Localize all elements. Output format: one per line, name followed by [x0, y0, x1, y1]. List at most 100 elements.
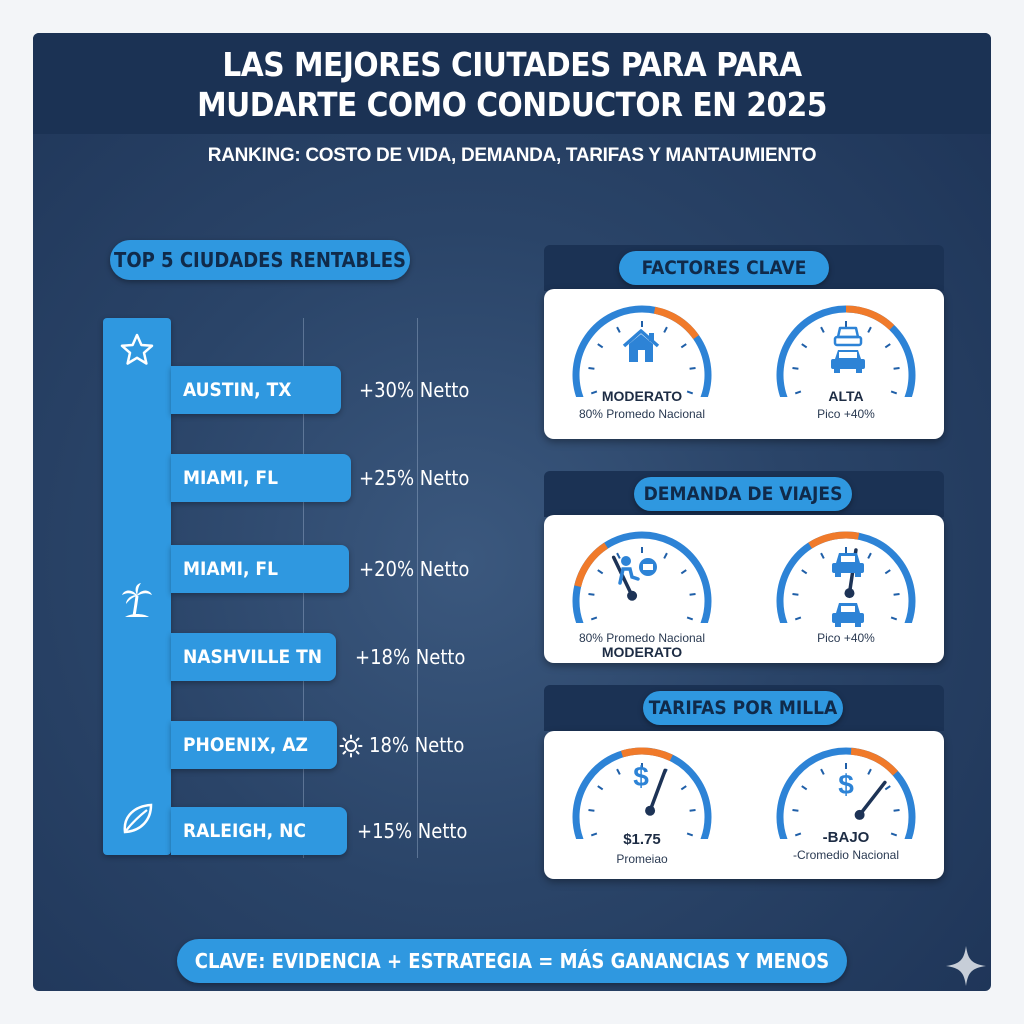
header-band: [33, 33, 991, 134]
city-name: NASHVILLE TN: [183, 646, 323, 668]
gauge-tick: [663, 552, 668, 559]
gauge-tick: [884, 343, 891, 349]
gauge-tick: [590, 390, 598, 395]
gauge-tick: [801, 343, 808, 349]
city-name: MIAMI, FL: [183, 467, 278, 489]
gauge-tick: [867, 552, 872, 559]
gauge-needle-hub: [627, 590, 638, 601]
gauge-value: ALTA: [828, 388, 864, 404]
factors-card: MODERATO 80% Promedo Nacional ALTA Pico …: [544, 289, 944, 439]
palm-tree-icon: [122, 583, 152, 617]
gauge-tick: [893, 366, 900, 370]
gauge-subtext: Pico +40%: [817, 407, 875, 421]
national-rate-gauge: [776, 747, 916, 839]
gauge-level-arc: [845, 305, 895, 331]
city-bar: NASHVILLE TN: [171, 633, 336, 681]
city-name: AUSTIN, TX: [183, 379, 292, 401]
gauge-tick: [893, 808, 900, 812]
gauge-tick: [890, 390, 898, 395]
city-bar: RALEIGH, NC: [171, 807, 347, 855]
gauge-tick: [820, 326, 825, 333]
gauge-tick: [686, 390, 694, 395]
gauge-track: [572, 531, 712, 623]
sun-icon: [339, 734, 363, 758]
footer-key-message: CLAVE: EVIDENCIA + ESTRATEGIA = MÁS GANA…: [177, 939, 847, 983]
ranking-title: TOP 5 CIUDADES RENTABLES: [110, 240, 410, 280]
gauge-subtext: -Cromedio Nacional: [792, 848, 900, 862]
gauge-tick: [689, 592, 696, 596]
demand-title: DEMANDA DE VIAJES: [634, 477, 852, 511]
city-bar: PHOENIX, AZ: [171, 721, 337, 769]
gauge-tick: [689, 808, 696, 812]
gauge-tick: [590, 832, 598, 837]
gauge-tick: [597, 343, 604, 349]
title-line-2: MUDARTE COMO CONDUCTOR EN 2025: [197, 85, 827, 124]
factors-header: FACTORES CLAVE: [544, 245, 944, 291]
demand-gauge: [776, 305, 916, 397]
rate-gauge: [572, 747, 712, 839]
rates-title: TARIFAS POR MILLA: [643, 691, 843, 725]
factors-title: FACTORES CLAVE: [619, 251, 829, 285]
rates-card: $ $1.75 Promeiao $ -BAJO -Cromedio Nacio…: [544, 731, 944, 879]
gauge-tick: [597, 785, 604, 791]
gauge-subtext: 80% Promedo Nacional: [578, 631, 706, 645]
car-icon: [832, 553, 864, 577]
gauge-value: MODERATO: [601, 388, 683, 404]
gauge-level-arc: [653, 306, 699, 340]
gauge-needle: [648, 768, 667, 813]
gauge-tick: [588, 366, 595, 370]
demand-card: MODERATO 80% Promedo Nacional Pico +40%: [544, 515, 944, 663]
gauge-track: [776, 305, 916, 397]
gauge-tick: [680, 343, 687, 349]
gauge-value: MODERATO: [601, 644, 683, 660]
gauge-tick: [794, 616, 802, 621]
city-net-value: +25% Netto: [359, 466, 470, 490]
gauge-tick: [893, 592, 900, 596]
gauge-tick: [686, 832, 694, 837]
demand-header: DEMANDA DE VIAJES: [544, 471, 944, 517]
gauge-needle-hub: [645, 805, 656, 816]
gauge-tick: [801, 785, 808, 791]
infographic-card: LAS MEJORES CIUTADES PARA PARA MUDARTE C…: [33, 33, 991, 991]
gauge-tick: [663, 326, 668, 333]
person-car-icon: [618, 556, 657, 585]
city-name: PHOENIX, AZ: [183, 734, 308, 756]
city-net-value: +15% Netto: [357, 819, 468, 843]
city-net-value: +30% Netto: [359, 378, 470, 402]
gauge-tick: [820, 552, 825, 559]
gauge-tick: [689, 366, 696, 370]
city-net-value: +20% Netto: [359, 557, 470, 581]
gauge-subtext: 80% Promedo Nacional: [578, 407, 706, 421]
city-bar: AUSTIN, TX: [171, 366, 341, 414]
gauge-tick: [590, 616, 598, 621]
page-subtitle: RANKING: COSTO DE VIDA, DEMANDA, TARIFAS…: [207, 145, 817, 166]
gauge-subtext: Pico +40%: [817, 631, 875, 645]
gauge-tick: [616, 326, 621, 333]
gauge-tick: [792, 366, 799, 370]
gauge-tick: [792, 808, 799, 812]
gauge-value: $1.75: [623, 831, 661, 848]
gauge-tick: [820, 768, 825, 775]
city-net-value: +18% Netto: [355, 645, 466, 669]
gauge-tick: [792, 592, 799, 596]
gauge-tick: [680, 785, 687, 791]
gauge-level-arc: [850, 747, 899, 776]
gauge-track: [776, 747, 916, 839]
gauge-tick: [867, 768, 872, 775]
title-line-1: LAS MEJORES CIUTADES PARA PARA: [222, 45, 802, 84]
gauge-tick: [884, 569, 891, 575]
gauge-tick: [794, 390, 802, 395]
gauge-tick: [616, 768, 621, 775]
leaf-icon: [123, 803, 153, 834]
star-icon: [120, 333, 154, 365]
city-net-value: 18% Netto: [369, 733, 465, 757]
dollar-icon: $: [633, 761, 649, 792]
gauge-tick: [867, 326, 872, 333]
gauge-tick: [680, 569, 687, 575]
gauge-level-arc: [574, 542, 609, 588]
city-bar: MIAMI, FL: [171, 545, 349, 593]
cars-icon: [831, 326, 865, 373]
gauge-tick: [588, 592, 595, 596]
gauge-tick: [794, 832, 802, 837]
guide-line: [417, 318, 418, 858]
